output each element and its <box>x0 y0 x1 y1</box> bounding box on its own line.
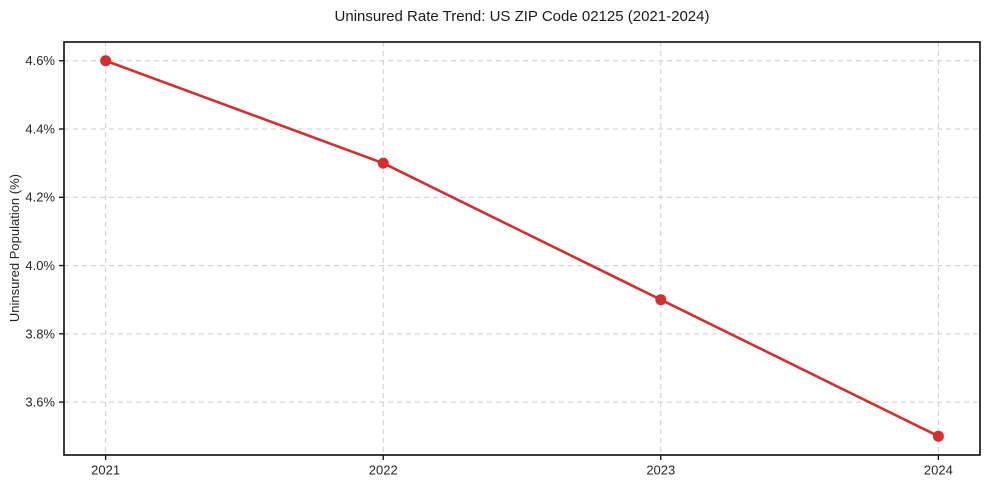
x-tick-label: 2024 <box>924 463 953 478</box>
plot-border <box>63 41 981 456</box>
y-tick-label: 3.6% <box>25 395 55 410</box>
x-tick-label: 2022 <box>369 463 398 478</box>
data-point <box>100 55 112 67</box>
chart-title: Uninsured Rate Trend: US ZIP Code 02125 … <box>334 8 710 25</box>
trend-line <box>104 59 940 438</box>
y-axis-label-container: Uninsured Population (%) <box>2 42 26 455</box>
y-tick-label: 4.2% <box>25 190 55 205</box>
data-point <box>377 157 389 169</box>
y-tick-label: 3.8% <box>25 326 55 341</box>
y-tick-label: 4.4% <box>25 121 55 136</box>
x-tick-label: 2021 <box>91 463 120 478</box>
y-axis-label: Uninsured Population (%) <box>6 174 22 323</box>
y-tick-label: 4.0% <box>25 258 55 273</box>
data-point <box>932 430 944 442</box>
x-tick-label: 2023 <box>646 463 675 478</box>
data-point <box>655 294 667 306</box>
y-tick-label: 4.6% <box>25 53 55 68</box>
